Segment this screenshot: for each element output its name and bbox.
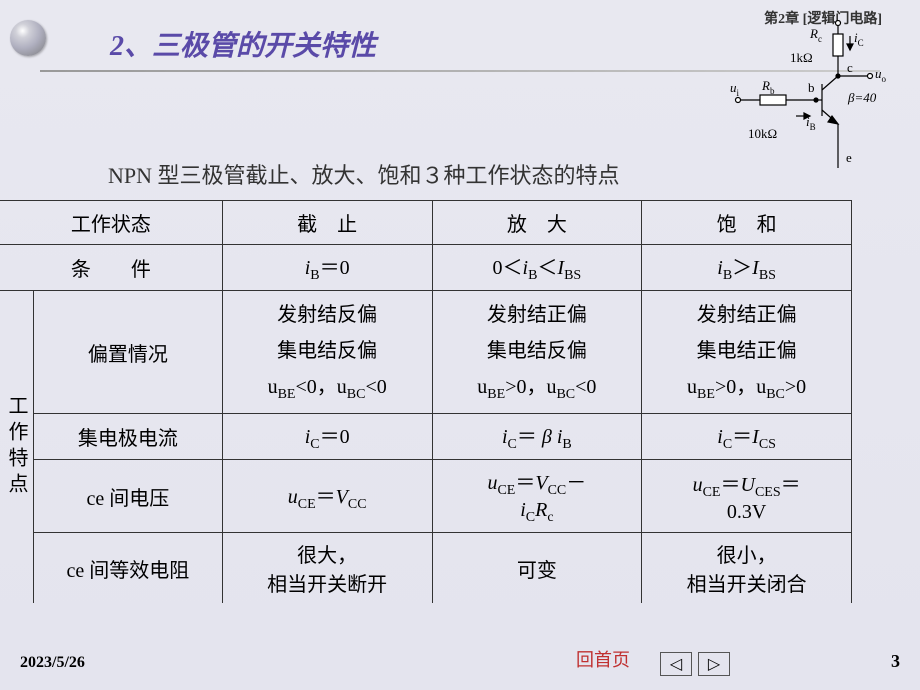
svg-text:uo: uo xyxy=(875,66,887,84)
bias-saturate: 发射结正偏集电结正偏uBE>0，uBC>0 xyxy=(642,291,852,414)
svg-text:Rb: Rb xyxy=(761,78,775,96)
svg-text:c: c xyxy=(847,60,853,75)
svg-text:10kΩ: 10kΩ xyxy=(748,126,777,141)
req-cutoff: 很大，相当开关断开 xyxy=(222,533,432,604)
cond-saturate: iB＞IBS xyxy=(642,245,852,291)
uce-saturate: uCE＝UCES＝0.3V xyxy=(642,460,852,533)
req-saturate: 很小，相当开关闭合 xyxy=(642,533,852,604)
page-number: 3 xyxy=(891,651,900,672)
svg-text:1kΩ: 1kΩ xyxy=(790,50,813,65)
svg-text:e: e xyxy=(846,150,852,165)
transistor-circuit-diagram: ui Rb 10kΩ iB b c e Rc 1kΩ iC uo β=40 xyxy=(730,20,890,180)
svg-text:β=40: β=40 xyxy=(847,90,877,105)
uce-cutoff: uCE＝VCC xyxy=(222,460,432,533)
characteristics-table: 工作状态 截 止 放 大 饱 和 条 件 iB＝0 0＜iB＜IBS iB＞IB… xyxy=(0,200,852,603)
row-uce-label: ce 间电压 xyxy=(34,460,223,533)
prev-button[interactable]: ◁ xyxy=(660,652,692,676)
state-saturate: 饱 和 xyxy=(642,201,852,245)
svg-text:iB: iB xyxy=(806,114,816,132)
state-amplify: 放 大 xyxy=(432,201,642,245)
uce-amplify: uCE＝VCC－iCRc xyxy=(432,460,642,533)
ic-cutoff: iC＝0 xyxy=(222,414,432,460)
row-ic-label: 集电极电流 xyxy=(34,414,223,460)
bias-cutoff: 发射结反偏集电结反偏uBE<0，uBC<0 xyxy=(222,291,432,414)
svg-text:ui: ui xyxy=(730,80,740,98)
cond-cutoff: iB＝0 xyxy=(222,245,432,291)
svg-text:b: b xyxy=(808,80,815,95)
home-link[interactable]: 回首页 xyxy=(576,646,630,672)
svg-text:Rc: Rc xyxy=(809,26,822,44)
col-cond: 条 件 xyxy=(0,245,222,291)
req-amplify: 可变 xyxy=(432,533,642,604)
state-cutoff: 截 止 xyxy=(222,201,432,245)
next-button[interactable]: ▷ xyxy=(698,652,730,676)
ic-amplify: iC＝ β iB xyxy=(432,414,642,460)
row-bias-label: 偏置情况 xyxy=(34,291,223,414)
row-req-label: ce 间等效电阻 xyxy=(34,533,223,604)
footer-date: 2023/5/26 xyxy=(20,654,85,672)
subtitle: NPN 型三极管截止、放大、饱和３种工作状态的特点 xyxy=(108,158,620,190)
page-title: 2、三极管的开关特性 xyxy=(110,24,376,64)
title-bullet xyxy=(10,20,46,56)
cond-amplify: 0＜iB＜IBS xyxy=(432,245,642,291)
side-label: 工作特点 xyxy=(0,291,34,604)
nav-arrows: ◁ ▷ xyxy=(660,652,730,676)
bias-amplify: 发射结正偏集电结反偏uBE>0，uBC<0 xyxy=(432,291,642,414)
svg-text:iC: iC xyxy=(854,30,864,48)
col-state: 工作状态 xyxy=(0,201,222,245)
ic-saturate: iC＝ICS xyxy=(642,414,852,460)
